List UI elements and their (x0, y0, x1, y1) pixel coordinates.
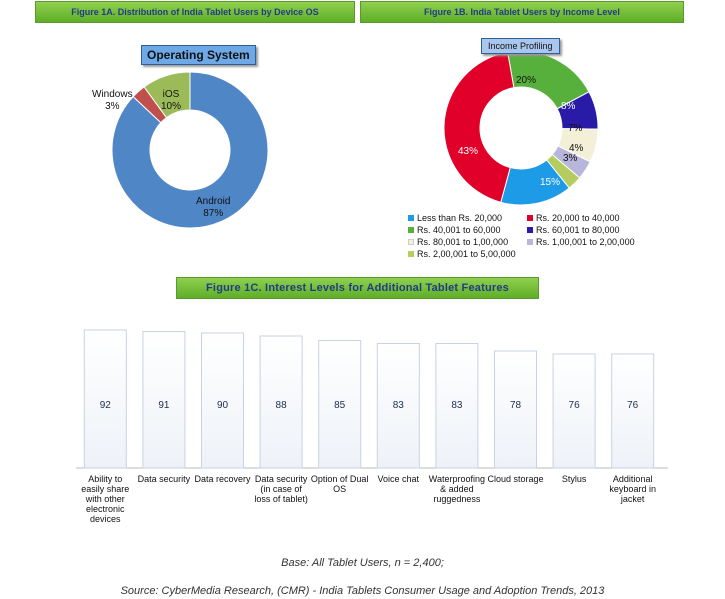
bar-2 (201, 332, 244, 469)
legend-item-100001-200000: Rs. 1,00,001 to 2,00,000 (527, 237, 635, 247)
legend-swatch (408, 227, 414, 233)
bar-value-label: 90 (217, 400, 229, 411)
bar-category-label: Data security (137, 474, 191, 484)
legend-item-lt20000: Less than Rs. 20,000 (408, 213, 502, 223)
income-label-3: 3% (563, 153, 578, 164)
bar-value-label: 78 (510, 400, 522, 411)
bar-value-label: 76 (627, 400, 639, 411)
bar-category-label: Ability to easily share with other electron… (81, 474, 130, 524)
source-note: Source: CyberMedia Research, (CMR) - Ind… (120, 585, 605, 597)
bar-category-label: Voice chat (377, 474, 420, 484)
bar-9 (611, 353, 655, 469)
legend-item-80001-100000: Rs. 80,001 to 1,00,000 (408, 237, 508, 247)
base-note: Base: All Tablet Users, n = 2,400; (281, 557, 444, 569)
legend-label: Rs. 80,001 to 1,00,000 (417, 237, 509, 247)
legend-item-20000-40000: Rs. 20,000 to 40,000 (527, 213, 620, 223)
legend-label: Rs. 2,00,001 to 5,00,000 (417, 249, 516, 259)
android-pct: 87% (203, 208, 224, 219)
legend-label: Rs. 20,000 to 40,000 (536, 213, 620, 223)
legend-swatch (527, 215, 533, 221)
income-label-7: 7% (568, 123, 583, 134)
os-chart-title: Operating System (141, 45, 256, 65)
income-label-4: 4% (569, 143, 584, 154)
bar-value-label: 91 (158, 400, 170, 411)
income-chart-title: Income Profiling (481, 38, 560, 54)
bar-1 (142, 331, 186, 469)
legend-label: Less than Rs. 20,000 (417, 213, 503, 223)
legend-item-40001-60000: Rs. 40,001 to 60,000 (408, 225, 501, 235)
ios-slice-label: iOS 10% (161, 89, 181, 113)
bar-value-label: 83 (393, 400, 405, 411)
bar-4 (318, 340, 362, 469)
income-label-8: 8% (561, 101, 576, 112)
legend-label: Rs. 60,001 to 80,000 (536, 225, 620, 235)
legend-swatch (527, 227, 533, 233)
income-label-43: 43% (458, 146, 479, 157)
bar-value-label: 88 (276, 400, 288, 411)
income-slice-1 (443, 51, 515, 203)
android-slice-label: Android 87% (196, 196, 230, 220)
os-slice-0 (111, 71, 269, 229)
legend-label: Rs. 1,00,001 to 2,00,000 (536, 237, 635, 247)
bar-category-label: Option of Dual OS (310, 474, 369, 494)
bar-category-label: Data security (in case of loss of tablet) (254, 474, 308, 504)
ios-name: iOS (162, 89, 180, 100)
windows-slice-label: Windows 3% (92, 89, 133, 113)
bar-5 (376, 343, 420, 469)
bar-7 (494, 350, 537, 469)
income-label-15: 15% (540, 177, 561, 188)
os-slice-2 (143, 71, 191, 119)
figure-1a-header: Figure 1A. Distribution of India Tablet … (35, 1, 355, 23)
legend-label: Rs. 40,001 to 60,000 (417, 225, 501, 235)
income-label-20: 20% (516, 75, 537, 86)
ios-pct: 10% (161, 101, 182, 112)
android-name: Android (196, 196, 231, 207)
bar-6 (435, 343, 479, 469)
bar-category-label: Additional keyboard in jacket (609, 474, 656, 504)
legend-item-60001-80000: Rs. 60,001 to 80,000 (527, 225, 620, 235)
figure-1c-header: Figure 1C. Interest Levels for Additiona… (176, 277, 539, 299)
bar-value-label: 83 (451, 400, 463, 411)
bar-category-label: Cloud storage (487, 474, 544, 484)
legend-swatch (408, 239, 414, 245)
legend-item-200001-500000: Rs. 2,00,001 to 5,00,000 (408, 249, 516, 259)
bar-value-label: 92 (100, 400, 112, 411)
legend-swatch (408, 215, 414, 221)
bar-0 (83, 329, 127, 469)
bar-category-label: Stylus (561, 474, 587, 484)
legend-swatch (527, 239, 533, 245)
bar-8 (552, 353, 596, 469)
bar-category-label: Waterproofing & added ruggedness (428, 474, 485, 504)
legend-swatch (408, 251, 414, 257)
windows-name: Windows (92, 89, 133, 100)
figure-1b-header: Figure 1B. India Tablet Users by Income … (360, 1, 684, 23)
bar-category-label: Data recovery (194, 474, 251, 484)
bar-3 (259, 335, 303, 469)
bar-value-label: 76 (569, 400, 581, 411)
windows-pct: 3% (105, 101, 120, 112)
bar-value-label: 85 (334, 400, 346, 411)
